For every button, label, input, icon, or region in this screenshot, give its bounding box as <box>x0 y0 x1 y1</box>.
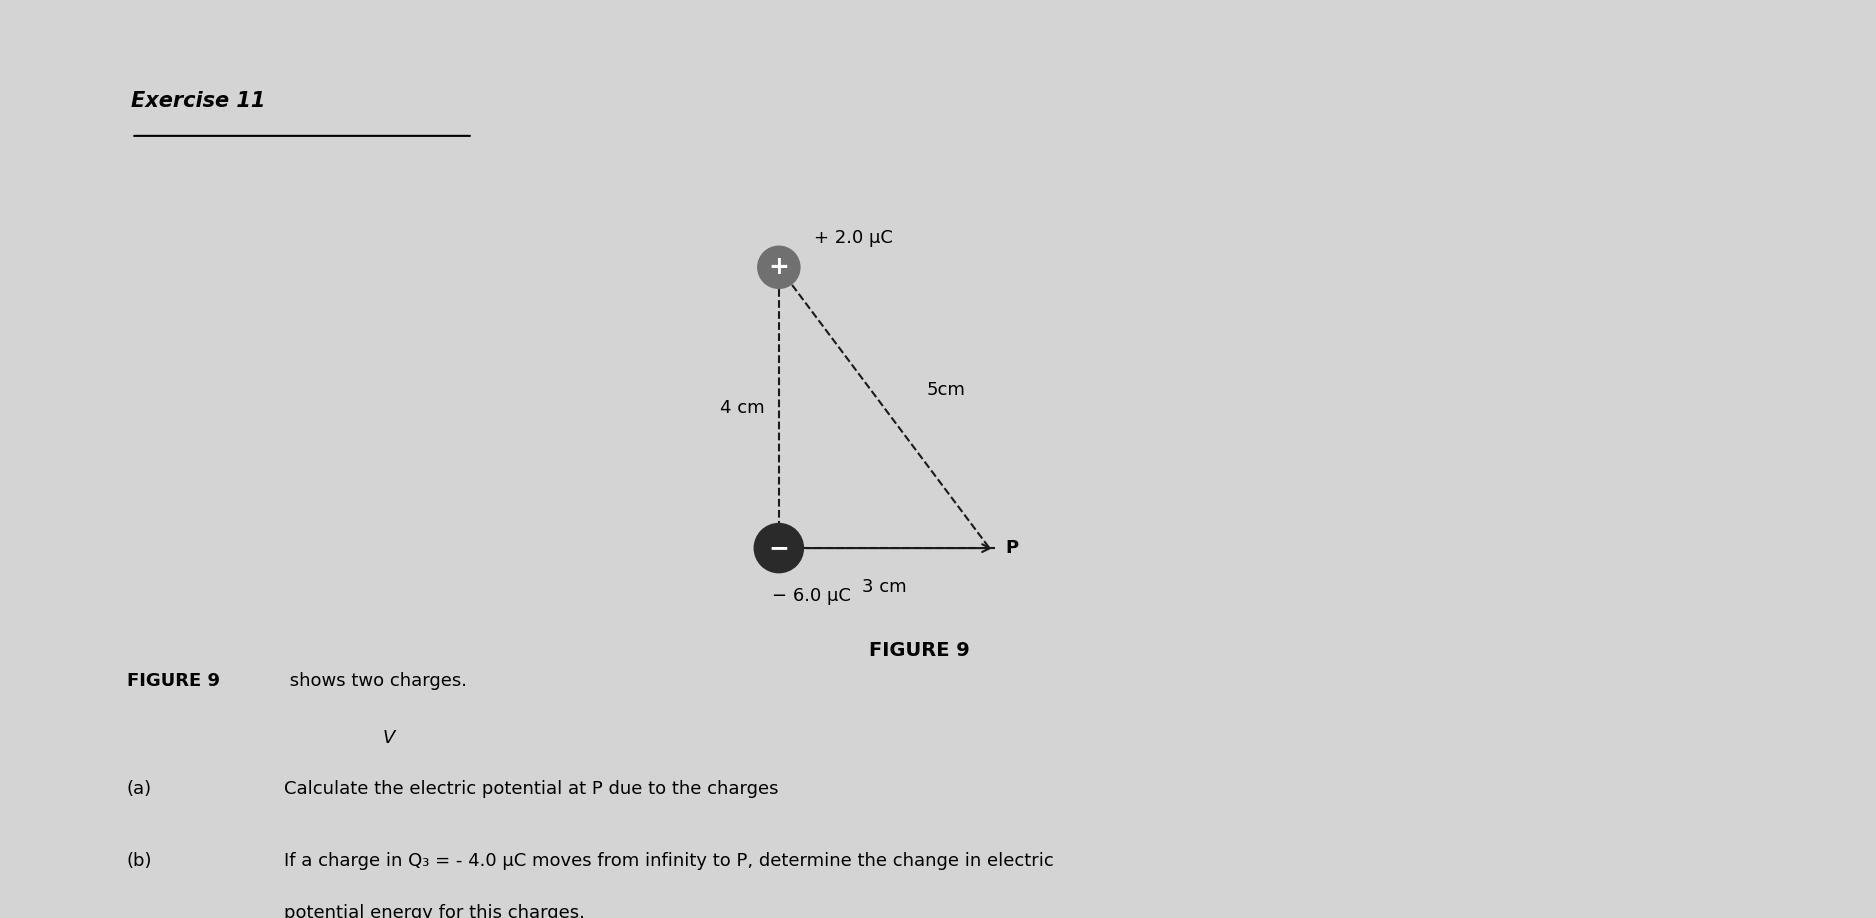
Text: Calculate the electric potential at P due to the charges: Calculate the electric potential at P du… <box>283 780 779 799</box>
Text: V: V <box>383 729 396 747</box>
Text: (a): (a) <box>128 780 152 799</box>
Text: shows two charges.: shows two charges. <box>283 672 467 690</box>
Text: − 6.0 μC: − 6.0 μC <box>771 587 850 605</box>
Text: FIGURE 9: FIGURE 9 <box>869 642 970 660</box>
Text: + 2.0 μC: + 2.0 μC <box>814 229 893 247</box>
Text: 5cm: 5cm <box>927 381 964 399</box>
Text: (b): (b) <box>128 852 152 870</box>
Text: +: + <box>769 255 790 279</box>
Text: Exercise 11: Exercise 11 <box>131 91 266 111</box>
Text: potential energy for this charges.: potential energy for this charges. <box>283 903 585 918</box>
Text: 3 cm: 3 cm <box>861 577 906 596</box>
Text: FIGURE 9: FIGURE 9 <box>128 672 219 690</box>
Circle shape <box>758 246 799 288</box>
Text: −: − <box>769 536 790 560</box>
Text: If a charge in Q₃ = - 4.0 μC moves from infinity to P, determine the change in e: If a charge in Q₃ = - 4.0 μC moves from … <box>283 852 1054 870</box>
Text: 4 cm: 4 cm <box>720 398 765 417</box>
Circle shape <box>754 523 803 573</box>
Text: P: P <box>1006 539 1019 557</box>
